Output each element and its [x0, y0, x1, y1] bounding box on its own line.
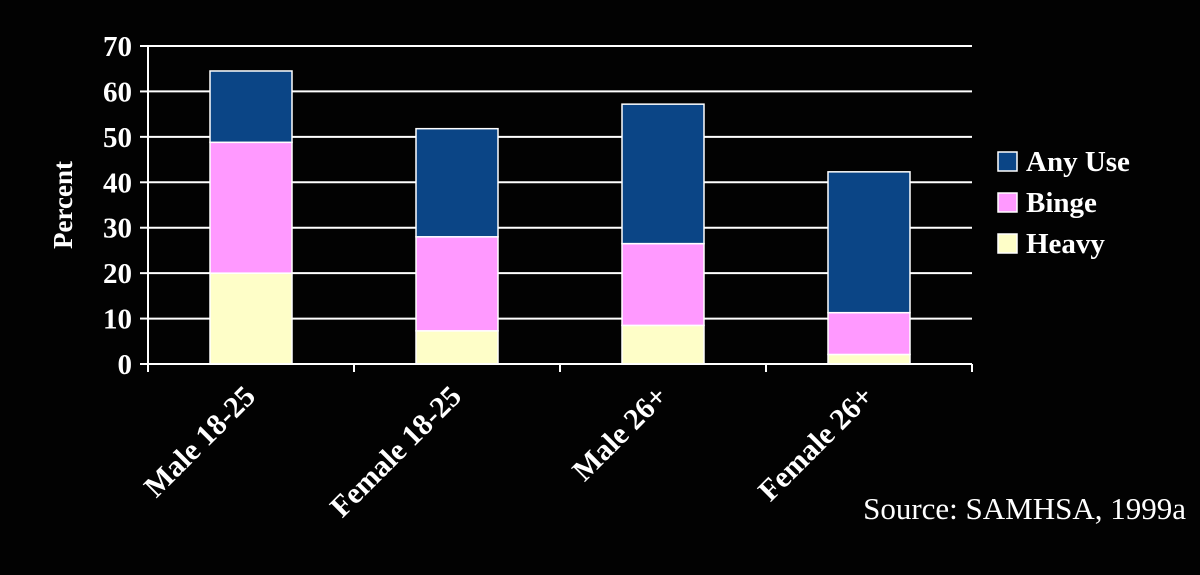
y-tick-label-30: 30: [103, 213, 132, 245]
legend: Any Use Binge Heavy: [997, 146, 1130, 260]
bar-male-26-binge: [621, 242, 705, 327]
legend-label-binge: Binge: [1026, 187, 1097, 219]
bar-female-26-binge: [827, 311, 911, 356]
y-tick-label-20: 20: [103, 258, 132, 290]
y-axis-label: Percent: [48, 161, 78, 249]
bar-female-26-heavy: [827, 353, 911, 365]
y-tick-label-50: 50: [103, 122, 132, 154]
x-category-label-female-18-25: Female 18-25: [324, 380, 468, 524]
bar-male-18-25-binge: [209, 141, 293, 274]
y-tick-label-60: 60: [103, 76, 132, 108]
bar-female-18-25-heavy: [415, 330, 499, 365]
legend-swatch-any-use: [997, 151, 1018, 172]
x-category-label-male-18-25: Male 18-25: [138, 380, 262, 504]
y-tick-label-10: 10: [103, 304, 132, 336]
bar-male-18-25-heavy: [209, 272, 293, 365]
source-note: Source: SAMHSA, 1999a: [863, 491, 1186, 526]
x-category-label-female-26: Female 26+: [752, 380, 880, 508]
bar-female-18-25-any-use: [415, 127, 499, 238]
legend-label-any-use: Any Use: [1026, 146, 1130, 178]
bar-female-26-any-use: [827, 171, 911, 314]
bar-male-26-heavy: [621, 324, 705, 365]
axes: [140, 45, 973, 372]
x-category-label-male-26: Male 26+: [566, 380, 674, 488]
y-tick-labels: 0 10 20 30 40 50 60 70: [103, 31, 132, 381]
legend-label-heavy: Heavy: [1026, 228, 1105, 260]
y-tick-label-40: 40: [103, 167, 132, 199]
legend-swatch-heavy: [997, 233, 1018, 254]
bar-male-26-any-use: [621, 103, 705, 245]
y-tick-label-70: 70: [103, 31, 132, 63]
x-category-labels: Male 18-25 Female 18-25 Male 26+ Female 26+: [138, 380, 880, 524]
bar-male-18-25-any-use: [209, 70, 293, 144]
bar-female-18-25-binge: [415, 236, 499, 332]
bars: [209, 70, 911, 365]
y-tick-label-0: 0: [118, 349, 133, 381]
legend-swatch-binge: [997, 192, 1018, 213]
